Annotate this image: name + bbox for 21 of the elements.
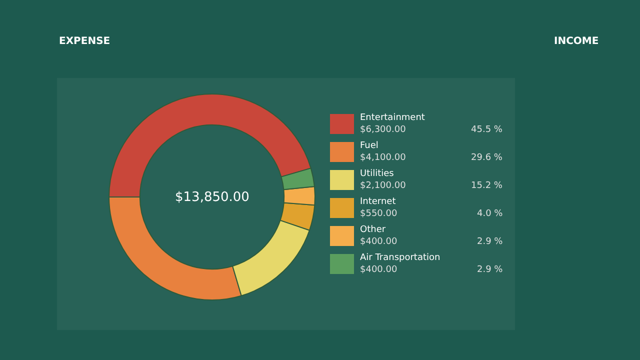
legend-label: Entertainment	[360, 113, 426, 123]
text: 2.9 %	[477, 237, 504, 247]
text: 4.0 %	[477, 209, 504, 219]
legend-label: Internet	[360, 197, 396, 207]
legend-label: Other	[360, 225, 386, 235]
legend-label: Utilities	[360, 169, 394, 179]
legend-label: Air Transportation	[360, 253, 440, 263]
chart-title: EXPENSE	[59, 36, 110, 47]
data-label: $4,100.00	[360, 153, 406, 163]
data-label: $6,300.00	[360, 125, 406, 135]
data-label: $550.00	[360, 209, 398, 219]
legend-label: Fuel	[360, 141, 378, 151]
text: INCOME	[554, 36, 599, 47]
text: 29.6 %	[471, 153, 503, 163]
text: 15.2 %	[471, 181, 503, 191]
text: $13,850.00	[175, 190, 250, 205]
data-label: $400.00	[360, 237, 398, 247]
data-label: $2,100.00	[360, 181, 406, 191]
text: 2.9 %	[477, 265, 504, 275]
data-label: $400.00	[360, 265, 398, 275]
text: 45.5 %	[471, 125, 503, 135]
